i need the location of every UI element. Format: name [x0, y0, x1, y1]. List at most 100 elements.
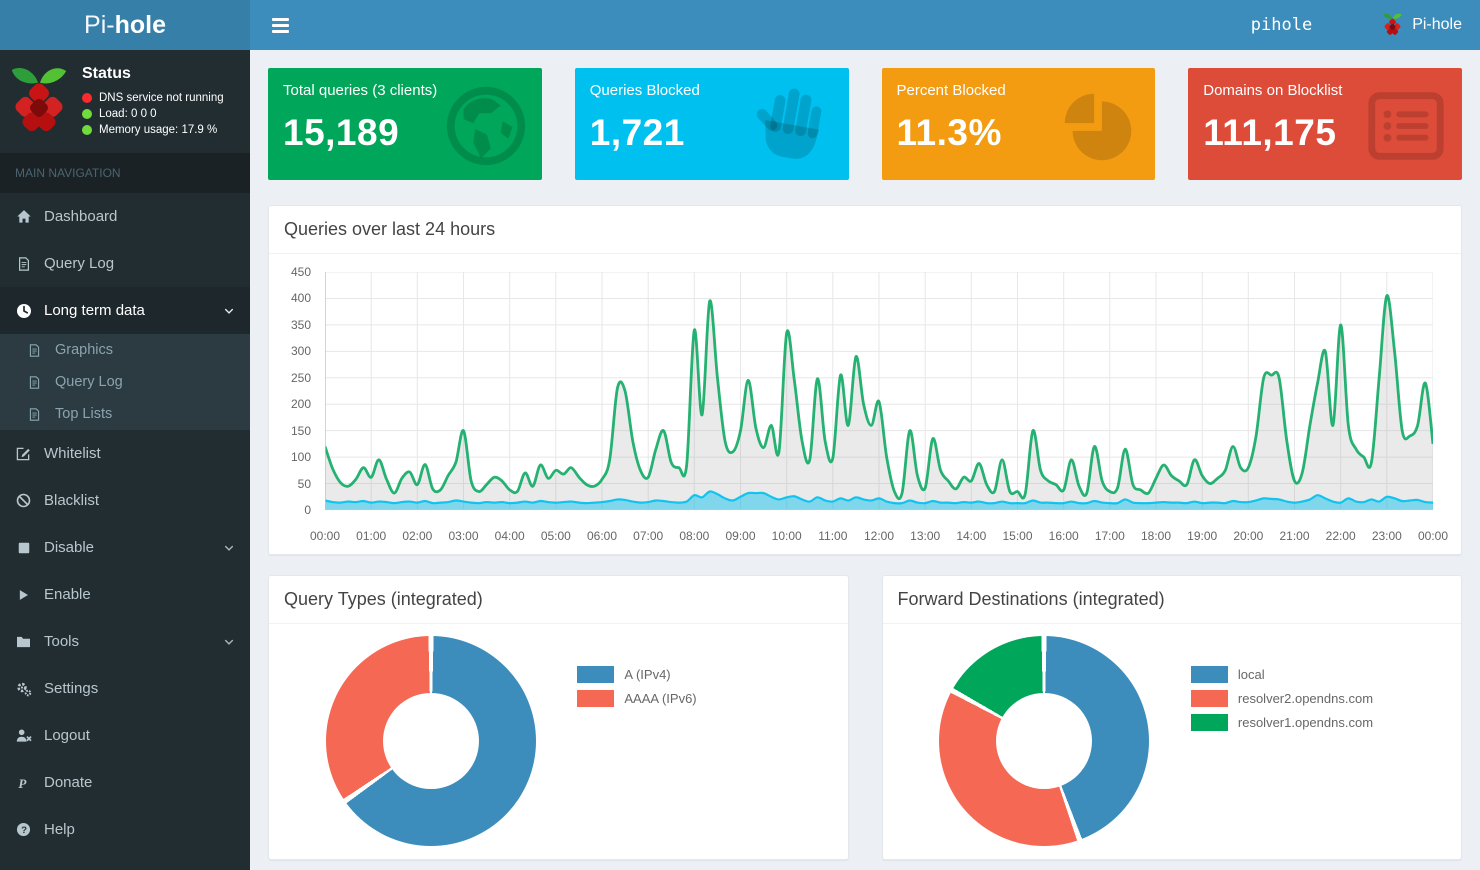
brand-label: Pi-hole — [1412, 16, 1462, 33]
query-types-donut[interactable] — [325, 636, 536, 846]
y-tick-label: 300 — [290, 344, 311, 359]
status-panel: Status DNS service not running Load: 0 0… — [0, 50, 250, 153]
x-tick-label: 10:00 — [771, 529, 802, 543]
query-types-legend: A (IPv4) AAAA (IPv6) — [577, 636, 832, 846]
legend-swatch — [1190, 714, 1228, 731]
brand-link[interactable]: Pi-hole — [1382, 12, 1462, 38]
x-tick-label: 11:00 — [818, 529, 848, 543]
sidebar-item-help[interactable]: ? Help — [0, 806, 250, 853]
chart-title: Queries over last 24 hours — [269, 206, 1461, 254]
legend-swatch — [1190, 690, 1228, 707]
x-tick-label: 00:00 — [1417, 529, 1449, 543]
card-title: Total queries (3 clients) — [283, 82, 438, 99]
sidebar-item-whitelist[interactable]: Whitelist — [0, 430, 250, 477]
x-tick-label: 18:00 — [1140, 529, 1172, 543]
x-tick-label: 13:00 — [910, 529, 941, 543]
hostname-label: pihole — [1250, 15, 1313, 35]
svg-text:P: P — [18, 775, 27, 790]
status-load: Load: 0 0 0 — [82, 108, 224, 120]
chevron-down-icon — [223, 636, 235, 648]
globe-icon — [446, 86, 525, 166]
legend-item-resolver2[interactable]: resolver2.opendns.com — [1190, 690, 1446, 707]
query-types-panel: Query Types (integrated) A (IPv4) AAAA (… — [268, 575, 849, 860]
sidebar-item-lt-query-log[interactable]: Query Log — [0, 366, 250, 398]
card-total-queries: Total queries (3 clients) 15,189 — [268, 68, 542, 180]
sidebar-item-dashboard[interactable]: Dashboard — [0, 193, 250, 240]
status-dot-dns — [82, 93, 92, 103]
app-logo[interactable]: Pi-hole — [0, 0, 250, 50]
sidebar-item-donate[interactable]: P Donate — [0, 759, 250, 806]
y-axis-labels: 450 400 350 300 250 200 150 100 50 0 — [277, 265, 317, 517]
x-tick-label: 12:00 — [863, 529, 895, 543]
file-text-icon — [26, 406, 43, 422]
x-tick-label: 05:00 — [540, 529, 571, 543]
sidebar-nav: Dashboard Query Log Long term data Graph… — [0, 193, 250, 853]
blocked-line — [325, 491, 1433, 503]
edit-icon — [15, 446, 32, 462]
status-title: Status — [82, 65, 131, 82]
y-tick-label: 350 — [290, 317, 311, 332]
raspberry-icon — [1383, 13, 1402, 36]
sidebar-item-query-log[interactable]: Query Log — [0, 240, 250, 287]
card-value: 111,175 — [1203, 112, 1337, 153]
sidebar-item-top-lists[interactable]: Top Lists — [0, 398, 250, 430]
card-queries-blocked: Queries Blocked 1,721 — [574, 68, 849, 180]
card-value: 15,189 — [283, 112, 400, 153]
pie-chart-icon — [1065, 93, 1132, 161]
x-tick-label: 14:00 — [956, 529, 987, 543]
x-tick-label: 01:00 — [356, 529, 387, 543]
sidebar-item-settings[interactable]: Settings — [0, 665, 250, 712]
ban-icon — [15, 493, 32, 509]
chart-gridlines — [325, 272, 1433, 510]
card-title: Domains on Blocklist — [1203, 82, 1343, 99]
sidebar-toggle-button[interactable] — [268, 12, 293, 39]
sidebar-item-long-term-data[interactable]: Long term data — [0, 287, 250, 334]
sidebar: Status DNS service not running Load: 0 0… — [0, 50, 250, 870]
status-dot-load — [82, 109, 92, 119]
file-text-icon — [26, 342, 43, 358]
x-tick-label: 04:00 — [494, 529, 525, 543]
x-tick-label: 08:00 — [679, 529, 710, 543]
sidebar-item-graphics[interactable]: Graphics — [0, 334, 250, 366]
queries-line-chart[interactable]: 450 400 350 300 250 200 150 100 50 0 00:00 01:00 02… — [277, 265, 1449, 546]
forward-destinations-title: Forward Destinations (integrated) — [882, 576, 1461, 624]
chart-plot-area[interactable] — [325, 272, 1433, 510]
card-value: 11.3% — [896, 112, 1002, 153]
x-tick-label: 16:00 — [1048, 529, 1079, 543]
sidebar-item-enable[interactable]: Enable — [0, 571, 250, 618]
queries-over-time-panel: Queries over last 24 hours 450 400 350 300 2… — [268, 205, 1462, 555]
donut-hole — [996, 693, 1093, 789]
forward-destinations-legend: local resolver2.opendns.com resolver1.op… — [1190, 636, 1446, 846]
x-tick-label: 06:00 — [586, 529, 618, 543]
legend-swatch — [1190, 666, 1228, 683]
legend-item-aaaa-ipv6[interactable]: AAAA (IPv6) — [577, 690, 832, 707]
x-tick-label: 07:00 — [633, 529, 664, 543]
legend-item-local[interactable]: local — [1190, 666, 1446, 683]
sidebar-item-blacklist[interactable]: Blacklist — [0, 477, 250, 524]
long-term-data-submenu: Graphics Query Log Top Lists — [0, 334, 250, 430]
x-tick-label: 02:00 — [402, 529, 433, 543]
y-tick-label: 250 — [290, 370, 311, 385]
y-tick-label: 400 — [290, 291, 311, 306]
folder-icon — [15, 634, 32, 650]
chevron-down-icon — [223, 305, 235, 317]
legend-item-resolver1[interactable]: resolver1.opendns.com — [1190, 714, 1446, 731]
x-tick-label: 03:00 — [448, 529, 479, 543]
nav-section-header: MAIN NAVIGATION — [0, 153, 250, 193]
card-percent-blocked: Percent Blocked 11.3% — [881, 68, 1156, 180]
sidebar-item-disable[interactable]: Disable — [0, 524, 250, 571]
forward-destinations-donut[interactable] — [939, 636, 1150, 846]
legend-item-a-ipv4[interactable]: A (IPv4) — [577, 666, 832, 683]
sidebar-item-tools[interactable]: Tools — [0, 618, 250, 665]
x-tick-label: 20:00 — [1233, 529, 1264, 543]
y-tick-label: 150 — [290, 423, 311, 438]
question-circle-icon: ? — [15, 822, 32, 838]
file-text-icon — [15, 256, 32, 272]
y-tick-label: 200 — [290, 397, 311, 412]
x-tick-label: 00:00 — [309, 529, 341, 543]
sidebar-item-logout[interactable]: Logout — [0, 712, 250, 759]
play-icon — [15, 587, 32, 603]
logo-text-light: Pi- — [84, 10, 115, 39]
home-icon — [15, 209, 32, 225]
gears-icon — [15, 681, 32, 697]
